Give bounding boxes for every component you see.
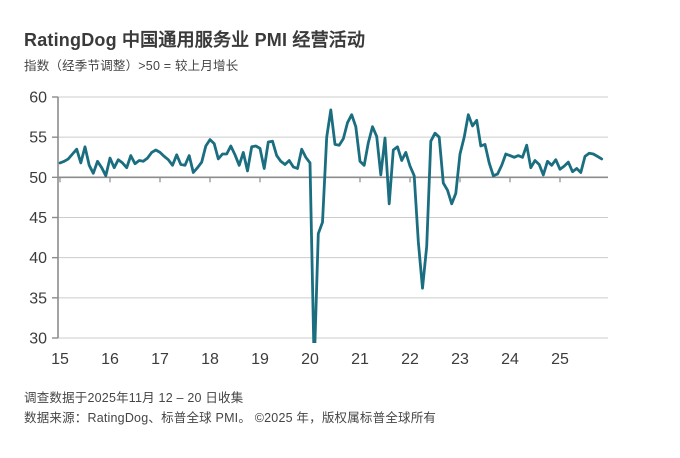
chart-subtitle: 指数（经季节调整）>50 = 较上月增长 xyxy=(24,59,239,73)
data-source-note: 数据来源：RatingDog、标普全球 PMI。 ©2025 年，版权属标普全球… xyxy=(24,411,437,425)
y-label-60: 60 xyxy=(29,90,47,107)
x-axis-labels: 15 16 17 18 19 20 21 22 23 24 25 xyxy=(51,351,569,368)
year-tick-marks xyxy=(59,177,561,183)
y-label-50: 50 xyxy=(29,170,47,187)
x-label-23: 23 xyxy=(451,351,469,368)
y-label-45: 45 xyxy=(29,210,47,227)
x-label-16: 16 xyxy=(101,351,119,368)
x-label-18: 18 xyxy=(201,351,219,368)
x-label-22: 22 xyxy=(401,351,419,368)
x-label-19: 19 xyxy=(251,351,269,368)
chart-title: RatingDog 中国通用服务业 PMI 经营活动 xyxy=(24,30,366,50)
y-label-30: 30 xyxy=(29,331,47,348)
y-axis-line xyxy=(52,96,59,339)
x-label-20: 20 xyxy=(301,351,319,368)
x-label-25: 25 xyxy=(551,351,569,368)
y-label-35: 35 xyxy=(29,290,47,307)
pmi-business-activity-line xyxy=(58,108,604,343)
survey-collection-note: 调查数据于2025年11月 12 – 20 日收集 xyxy=(24,391,244,405)
x-label-15: 15 xyxy=(51,351,69,368)
x-label-17: 17 xyxy=(151,351,169,368)
y-label-55: 55 xyxy=(29,130,47,147)
pmi-series-line xyxy=(58,108,604,343)
y-label-40: 40 xyxy=(29,250,47,267)
x-label-21: 21 xyxy=(351,351,369,368)
x-label-24: 24 xyxy=(501,351,519,368)
y-gridlines xyxy=(58,96,608,339)
y-axis-labels: 60 55 50 45 40 35 30 xyxy=(29,90,47,348)
